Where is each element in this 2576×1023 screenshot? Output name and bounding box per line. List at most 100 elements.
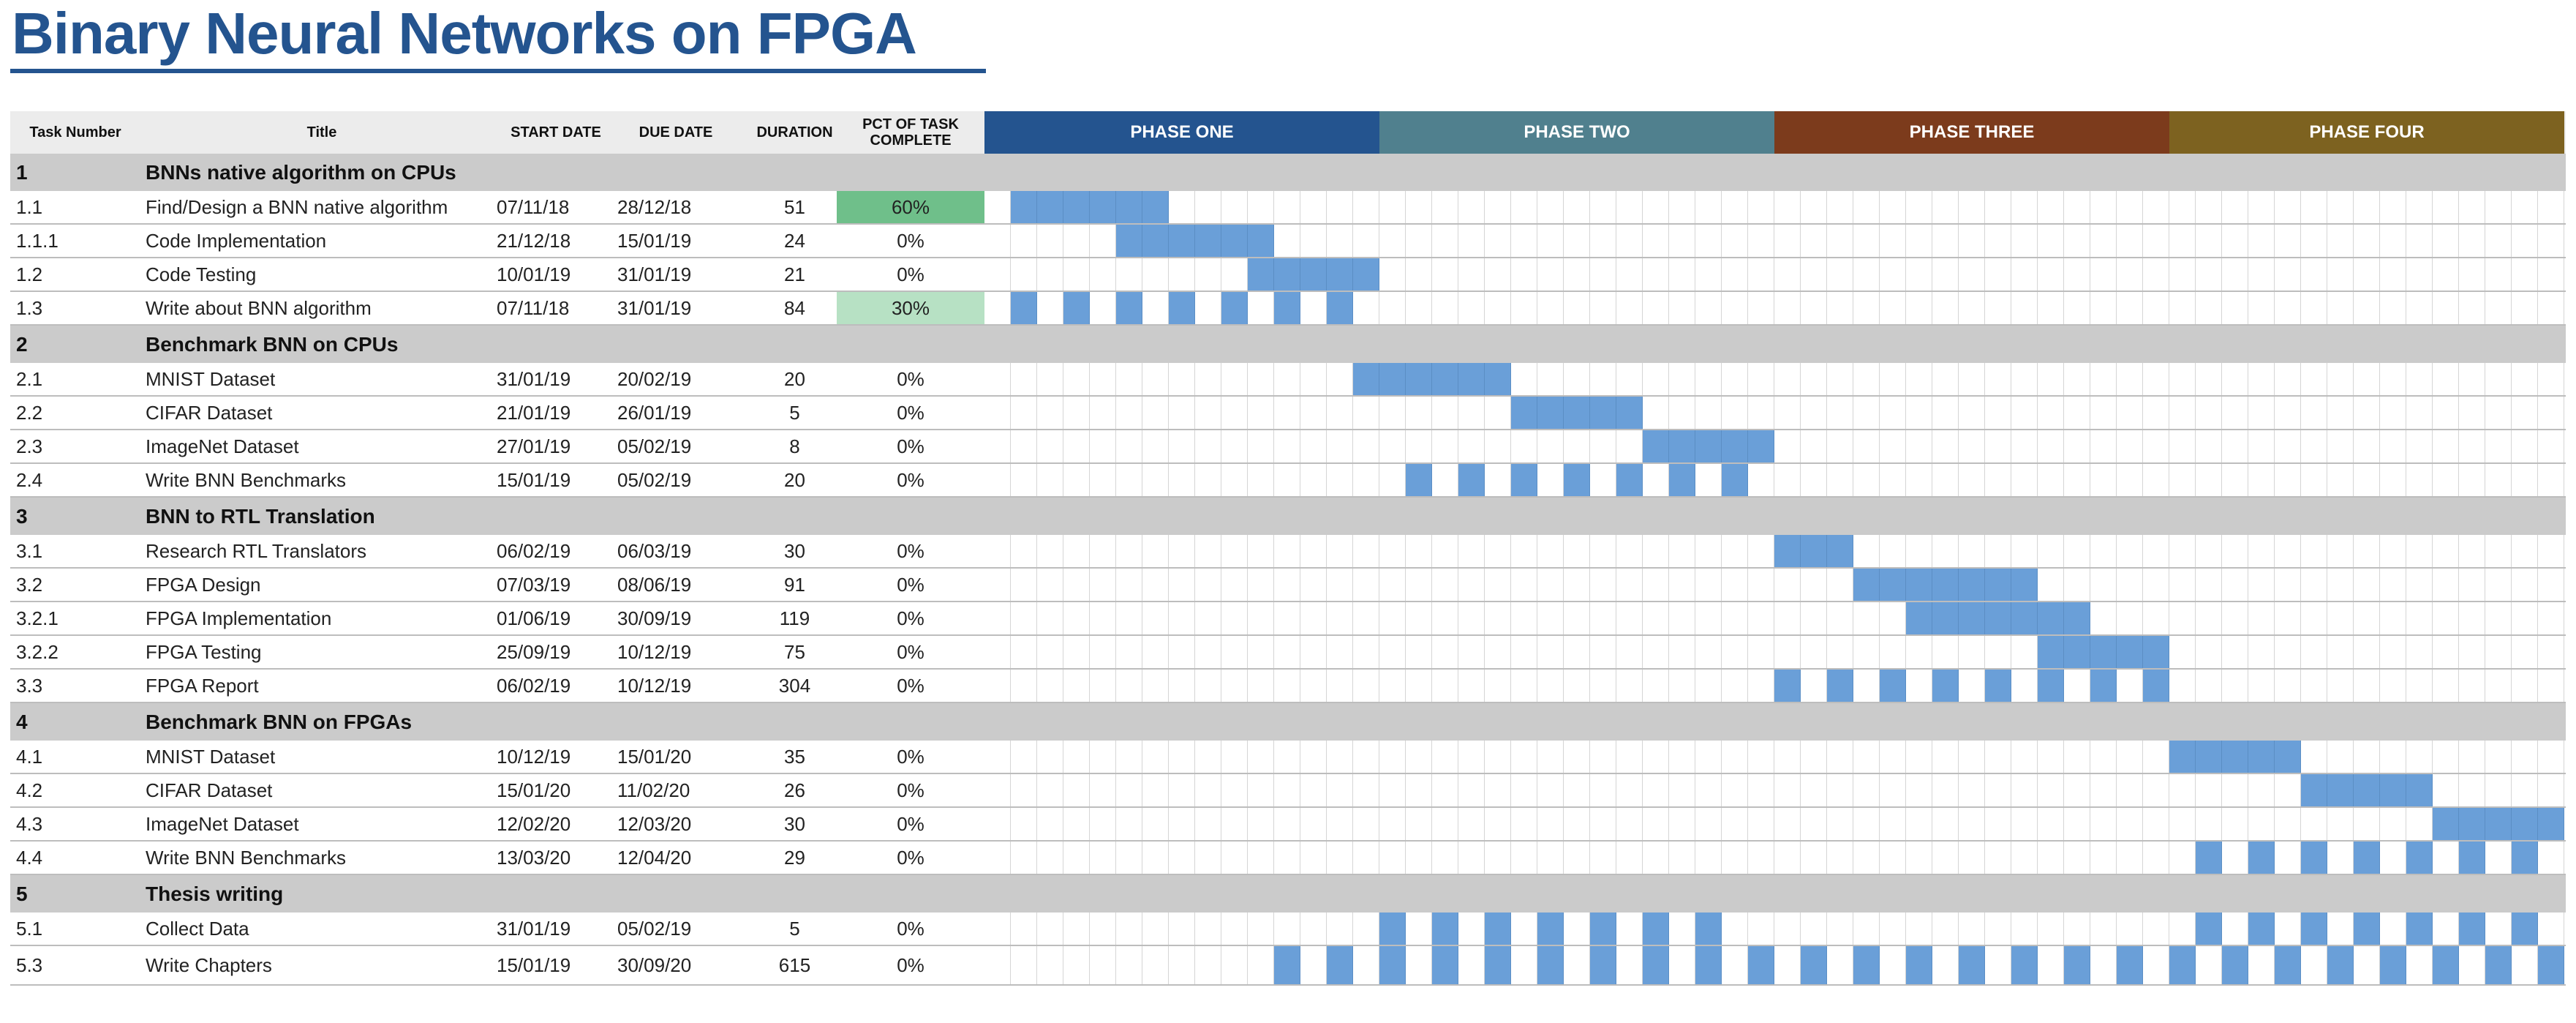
gantt-empty-cell[interactable] (1590, 292, 1616, 324)
pct-complete-cell[interactable]: 0% (897, 229, 924, 252)
gantt-bar-cell[interactable] (2301, 774, 2327, 806)
gantt-empty-cell[interactable] (1327, 636, 1353, 668)
start-date-cell[interactable]: 07/11/18 (497, 195, 570, 218)
gantt-empty-cell[interactable] (1063, 670, 1090, 702)
gantt-empty-cell[interactable] (1801, 191, 1827, 223)
gantt-empty-cell[interactable] (1458, 225, 1485, 257)
gantt-empty-cell[interactable] (2196, 397, 2222, 429)
task-row[interactable]: 4.2 CIFAR Dataset 15/01/20 11/02/20 26 0% (10, 774, 2566, 808)
gantt-bar-cell[interactable] (1353, 258, 1379, 291)
gantt-empty-cell[interactable] (1537, 741, 1564, 773)
gantt-empty-cell[interactable] (1643, 258, 1669, 291)
gantt-empty-cell[interactable] (1748, 808, 1774, 840)
gantt-empty-cell[interactable] (2406, 741, 2433, 773)
gantt-empty-cell[interactable] (1695, 569, 1722, 601)
gantt-empty-cell[interactable] (1695, 808, 1722, 840)
gantt-empty-cell[interactable] (1485, 535, 1511, 567)
gantt-empty-cell[interactable] (1274, 842, 1300, 874)
gantt-empty-cell[interactable] (2354, 464, 2380, 496)
task-title-cell[interactable]: Write about BNN algorithm (146, 296, 372, 319)
gantt-empty-cell[interactable] (1669, 258, 1695, 291)
gantt-empty-cell[interactable] (1458, 946, 1485, 984)
gantt-empty-cell[interactable] (2196, 535, 2222, 567)
gantt-bar-cell[interactable] (1616, 397, 1643, 429)
gantt-empty-cell[interactable] (2406, 535, 2433, 567)
gantt-empty-cell[interactable] (2327, 191, 2354, 223)
header-pct-complete[interactable]: PCT OF TASK COMPLETE (862, 116, 959, 149)
gantt-bar-cell[interactable] (1116, 225, 1142, 257)
gantt-empty-cell[interactable] (1248, 191, 1274, 223)
gantt-empty-cell[interactable] (1353, 191, 1379, 223)
gantt-empty-cell[interactable] (2301, 670, 2327, 702)
gantt-empty-cell[interactable] (1221, 258, 1248, 291)
task-number-cell[interactable]: 2 (16, 332, 28, 356)
gantt-empty-cell[interactable] (1511, 535, 1537, 567)
gantt-empty-cell[interactable] (1748, 464, 1774, 496)
gantt-empty-cell[interactable] (1932, 535, 1959, 567)
gantt-empty-cell[interactable] (1037, 535, 1063, 567)
gantt-bar-cell[interactable] (2433, 946, 2459, 984)
gantt-empty-cell[interactable] (2485, 397, 2512, 429)
gantt-empty-cell[interactable] (2169, 363, 2196, 395)
gantt-empty-cell[interactable] (1564, 602, 1590, 634)
gantt-empty-cell[interactable] (2380, 430, 2406, 462)
gantt-bar-cell[interactable] (1485, 363, 1511, 395)
gantt-bar-cell[interactable] (1722, 464, 1748, 496)
gantt-empty-cell[interactable] (2380, 363, 2406, 395)
gantt-bar-cell[interactable] (2380, 774, 2406, 806)
gantt-empty-cell[interactable] (1221, 535, 1248, 567)
gantt-empty-cell[interactable] (2117, 225, 2143, 257)
gantt-empty-cell[interactable] (1722, 569, 1748, 601)
gantt-empty-cell[interactable] (1485, 670, 1511, 702)
gantt-empty-cell[interactable] (1090, 946, 1116, 984)
gantt-bar-cell[interactable] (2275, 741, 2301, 773)
gantt-empty-cell[interactable] (2327, 225, 2354, 257)
start-date-cell[interactable]: 15/01/20 (497, 779, 571, 801)
gantt-empty-cell[interactable] (2485, 191, 2512, 223)
gantt-empty-cell[interactable] (1300, 842, 1327, 874)
gantt-bar-cell[interactable] (1195, 225, 1221, 257)
gantt-empty-cell[interactable] (2512, 946, 2538, 984)
due-date-cell[interactable]: 05/02/19 (617, 468, 692, 491)
pct-complete-cell[interactable]: 0% (897, 367, 924, 390)
gantt-empty-cell[interactable] (984, 636, 1011, 668)
gantt-empty-cell[interactable] (1432, 774, 1458, 806)
task-title-cell[interactable]: Write Chapters (146, 953, 272, 976)
gantt-empty-cell[interactable] (1959, 363, 1985, 395)
gantt-empty-cell[interactable] (1037, 225, 1063, 257)
gantt-empty-cell[interactable] (1537, 258, 1564, 291)
gantt-empty-cell[interactable] (1774, 636, 1801, 668)
gantt-empty-cell[interactable] (1037, 363, 1063, 395)
gantt-empty-cell[interactable] (1406, 741, 1432, 773)
gantt-empty-cell[interactable] (2327, 602, 2354, 634)
gantt-empty-cell[interactable] (1274, 191, 1300, 223)
gantt-empty-cell[interactable] (2090, 741, 2117, 773)
gantt-empty-cell[interactable] (2196, 191, 2222, 223)
gantt-empty-cell[interactable] (1063, 397, 1090, 429)
gantt-empty-cell[interactable] (2011, 225, 2038, 257)
gantt-empty-cell[interactable] (2459, 292, 2485, 324)
gantt-empty-cell[interactable] (1063, 535, 1090, 567)
gantt-empty-cell[interactable] (1458, 397, 1485, 429)
gantt-empty-cell[interactable] (2275, 842, 2301, 874)
gantt-empty-cell[interactable] (1801, 397, 1827, 429)
gantt-empty-cell[interactable] (1590, 602, 1616, 634)
gantt-empty-cell[interactable] (1853, 808, 1880, 840)
gantt-bar-cell[interactable] (1906, 569, 1932, 601)
gantt-empty-cell[interactable] (1669, 808, 1695, 840)
gantt-empty-cell[interactable] (2354, 430, 2380, 462)
gantt-empty-cell[interactable] (1643, 363, 1669, 395)
gantt-empty-cell[interactable] (1116, 258, 1142, 291)
gantt-empty-cell[interactable] (2406, 397, 2433, 429)
gantt-bar-cell[interactable] (1537, 946, 1564, 984)
gantt-empty-cell[interactable] (1037, 569, 1063, 601)
task-title-cell[interactable]: Collect Data (146, 917, 249, 940)
task-number-cell[interactable]: 1.1.1 (16, 229, 59, 252)
due-date-cell[interactable]: 12/04/20 (617, 846, 692, 869)
gantt-bar-cell[interactable] (2196, 842, 2222, 874)
gantt-empty-cell[interactable] (1590, 225, 1616, 257)
gantt-bar-cell[interactable] (1353, 363, 1379, 395)
gantt-empty-cell[interactable] (1327, 808, 1353, 840)
gantt-bar-cell[interactable] (2485, 808, 2512, 840)
start-date-cell[interactable]: 07/11/18 (497, 296, 570, 319)
